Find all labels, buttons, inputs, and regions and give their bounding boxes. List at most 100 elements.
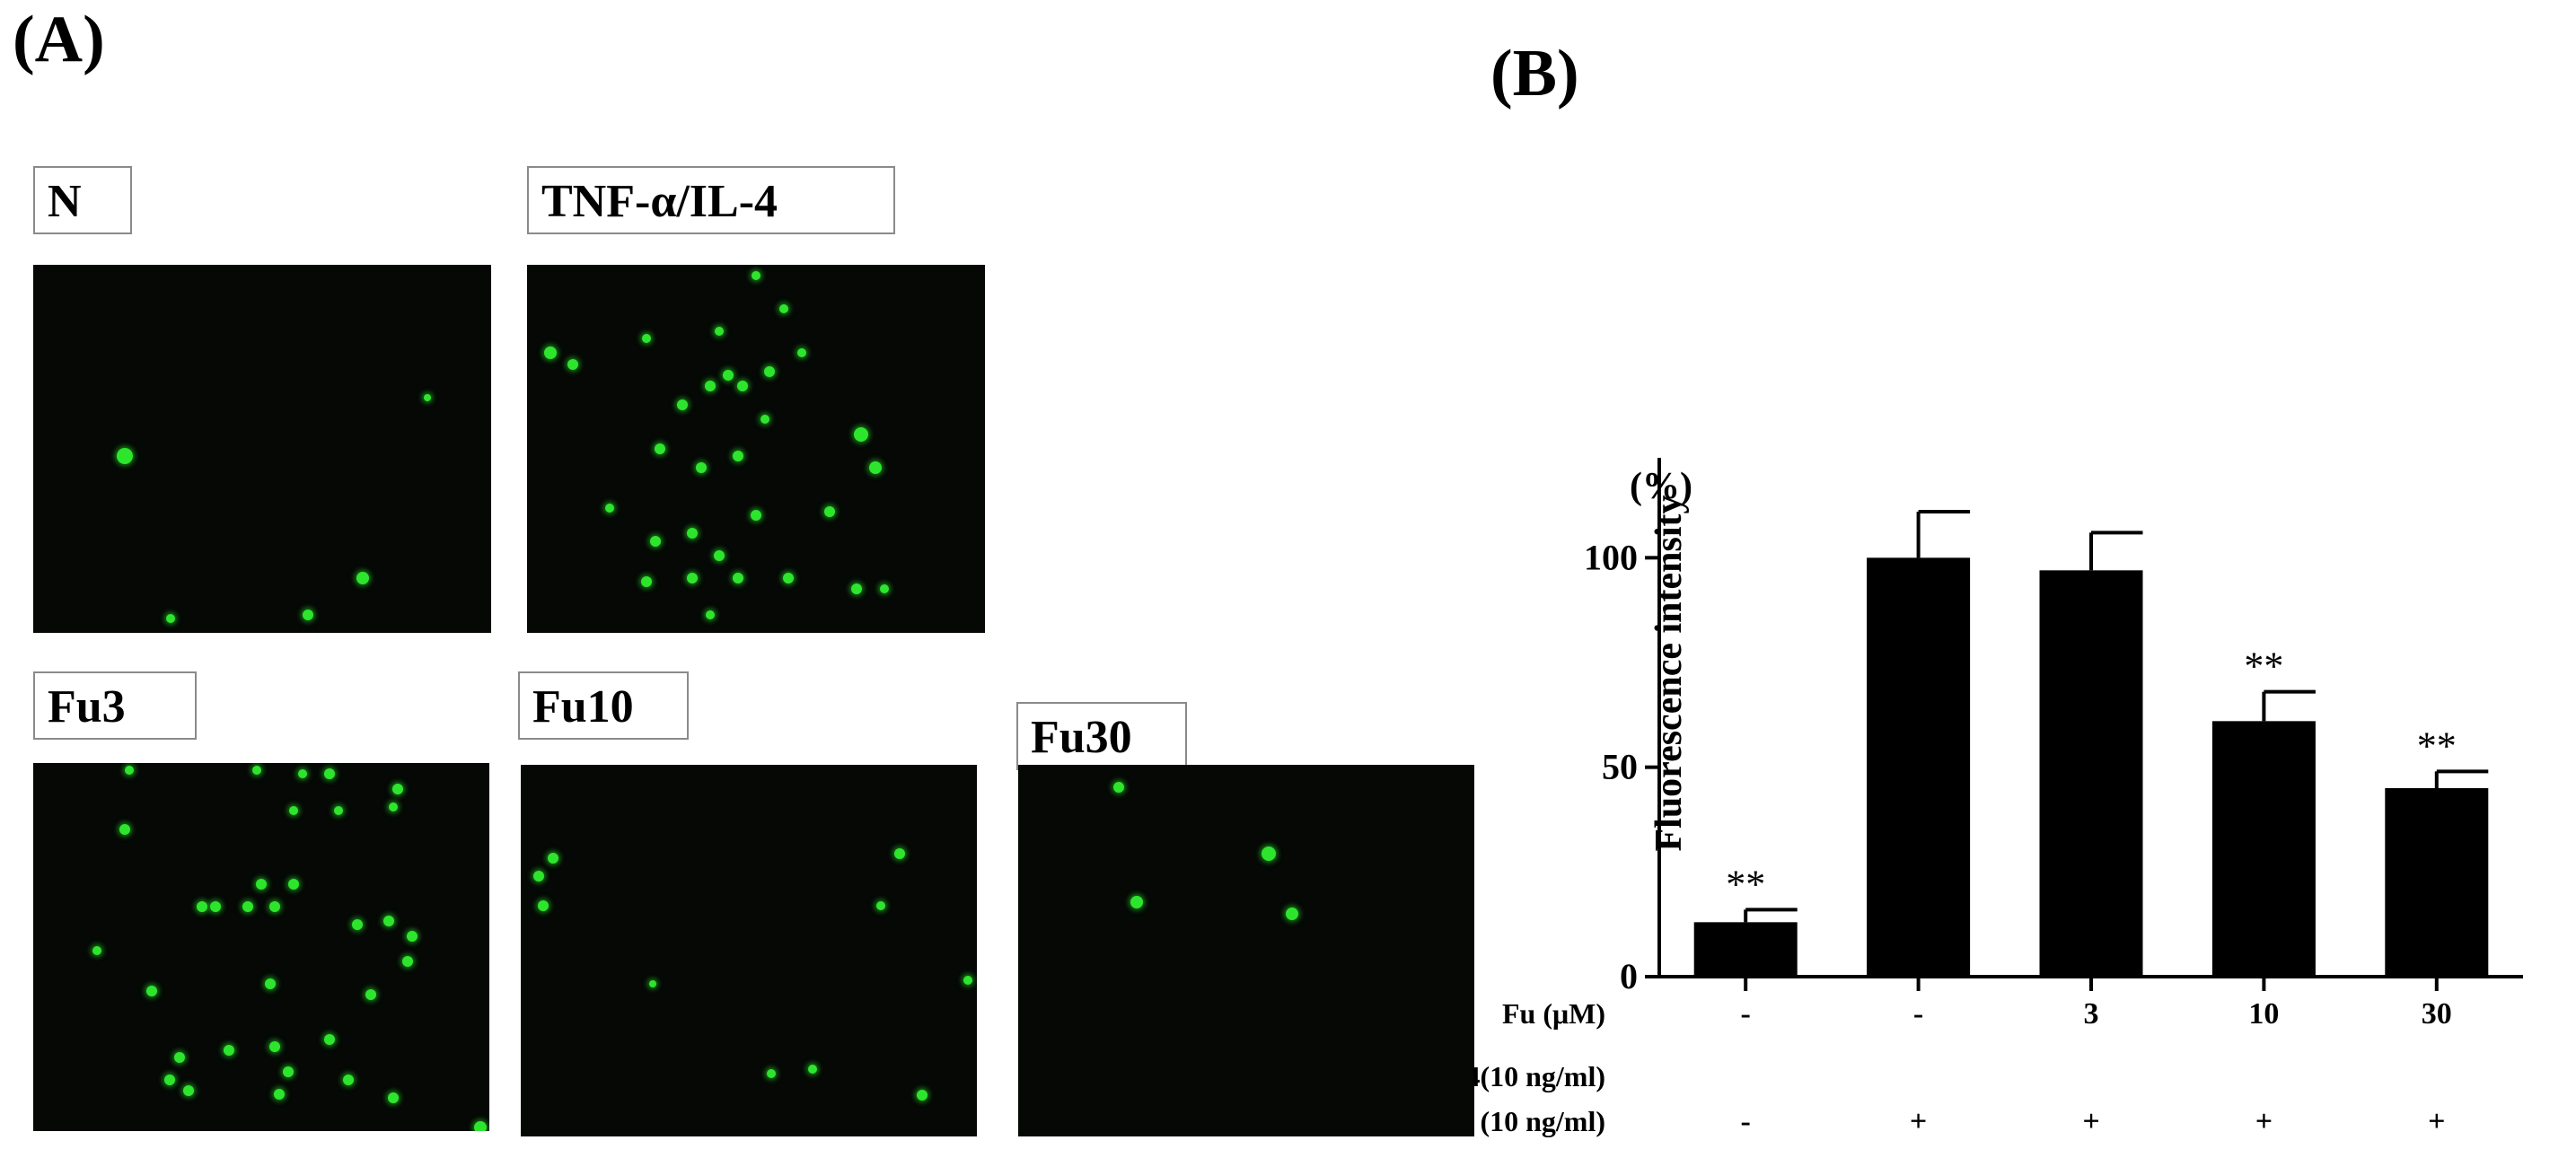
fluorescent-cell bbox=[538, 900, 549, 912]
fluorescent-cell bbox=[893, 848, 905, 860]
fluorescent-cell bbox=[119, 823, 130, 835]
fluorescent-cell bbox=[752, 271, 760, 281]
fluorescent-cell bbox=[269, 1040, 281, 1052]
micrograph-fu3 bbox=[33, 763, 489, 1131]
bar bbox=[1867, 557, 1971, 977]
fluorescent-cell bbox=[640, 575, 652, 587]
fluorescent-cell bbox=[649, 980, 657, 988]
fluorescent-cell bbox=[732, 572, 743, 583]
fluorescent-cell bbox=[1285, 907, 1298, 920]
fluorescent-cell bbox=[1130, 896, 1144, 909]
condition-name: Fu (μM) bbox=[1502, 997, 1605, 1030]
fluorescent-cell bbox=[543, 347, 557, 360]
fluorescent-cell bbox=[533, 871, 545, 882]
fluorescent-cell bbox=[706, 610, 715, 619]
condition-name: IL-4(10 ng/ml) bbox=[1473, 1060, 1605, 1092]
fluorescent-cell bbox=[751, 509, 761, 521]
fluorescent-cell bbox=[242, 900, 253, 912]
label-fu30: Fu30 bbox=[1016, 702, 1187, 770]
micrograph-tnf-il4 bbox=[527, 265, 985, 633]
fluorescent-cell bbox=[567, 358, 578, 370]
fluorescent-cell bbox=[782, 572, 794, 583]
fluorescent-cell bbox=[283, 1066, 295, 1078]
fluorescent-cell bbox=[677, 399, 689, 410]
fluorescent-cell bbox=[641, 334, 651, 343]
fluorescent-cell bbox=[351, 919, 363, 931]
fluorescent-cell bbox=[265, 978, 277, 989]
fluorescent-cell bbox=[723, 370, 734, 381]
y-tick-label: 0 bbox=[1620, 956, 1638, 996]
y-tick-label: 100 bbox=[1584, 537, 1638, 577]
bar bbox=[2039, 570, 2143, 977]
fluorescent-cell bbox=[324, 1033, 336, 1045]
fluorescent-cell bbox=[334, 806, 344, 816]
significance-mark: ** bbox=[1726, 862, 1765, 906]
fluorescent-cell bbox=[256, 879, 267, 890]
fluorescent-cell bbox=[406, 930, 418, 942]
fluorescent-cell bbox=[124, 766, 134, 776]
fluorescent-cell bbox=[388, 1092, 400, 1104]
fluorescent-cell bbox=[117, 448, 133, 465]
fluorescent-cell bbox=[269, 900, 281, 912]
fluorescent-cell bbox=[767, 1068, 777, 1078]
y-axis-label: Fluorescence intensity bbox=[1648, 496, 1690, 852]
label-fu3: Fu3 bbox=[33, 671, 197, 740]
fluorescent-cell bbox=[686, 572, 698, 583]
condition-value: 30 bbox=[2422, 997, 2452, 1031]
fluorescent-cell bbox=[196, 900, 207, 912]
fluorescent-cell bbox=[473, 1120, 487, 1131]
fluorescent-cell bbox=[808, 1065, 818, 1075]
fluorescent-cell bbox=[1112, 781, 1124, 793]
fluorescent-cell bbox=[251, 766, 261, 776]
bar bbox=[2211, 721, 2316, 977]
fluorescent-cell bbox=[764, 365, 776, 377]
fluorescent-cell bbox=[297, 769, 307, 779]
fluorescent-cell bbox=[760, 415, 770, 425]
fluorescent-cell bbox=[823, 505, 835, 517]
fluorescent-cell bbox=[92, 946, 102, 956]
significance-mark: ** bbox=[2244, 645, 2283, 689]
panel-a-label: (A) bbox=[13, 3, 105, 76]
fluorescent-cell bbox=[705, 381, 716, 392]
fluorescent-cell bbox=[868, 461, 882, 474]
condition-value: 3 bbox=[2084, 997, 2099, 1031]
fluorescent-cell bbox=[287, 879, 299, 890]
fluorescent-cell bbox=[851, 583, 863, 594]
fluorescent-cell bbox=[365, 989, 376, 1001]
label-fu10: Fu10 bbox=[518, 671, 689, 740]
fluorescent-cell bbox=[166, 613, 175, 623]
fluorescent-cell bbox=[1262, 847, 1277, 862]
fluorescent-cell bbox=[736, 381, 748, 392]
fluorescent-cell bbox=[356, 571, 370, 584]
fluorescent-cell bbox=[303, 609, 313, 620]
fluorescent-cell bbox=[423, 393, 431, 401]
label-tnf-il4: TNF-α/IL-4 bbox=[527, 166, 895, 234]
condition-value: + bbox=[2255, 1105, 2273, 1138]
bar bbox=[1693, 922, 1798, 977]
fluorescent-cell bbox=[164, 1074, 176, 1085]
fluorescent-cell bbox=[182, 1084, 194, 1096]
fluorescent-cell bbox=[342, 1074, 354, 1085]
condition-value: - bbox=[1913, 997, 1923, 1031]
fluorescent-cell bbox=[654, 443, 665, 454]
micrograph-fu10 bbox=[521, 765, 977, 1136]
fluorescent-cell bbox=[173, 1052, 185, 1063]
micrograph-fu30 bbox=[1018, 765, 1474, 1136]
fluorescent-cell bbox=[963, 976, 972, 986]
fluorescent-cell bbox=[879, 583, 889, 593]
fluorescent-cell bbox=[383, 916, 395, 927]
fluorescent-cell bbox=[695, 461, 707, 473]
condition-value: + bbox=[2428, 1105, 2445, 1138]
condition-name: TNF-α (10 ng/ml) bbox=[1473, 1105, 1605, 1137]
fluorescent-cell bbox=[288, 806, 298, 816]
fluorescent-cell bbox=[686, 528, 698, 540]
fluorescent-cell bbox=[876, 901, 886, 911]
label-n: N bbox=[33, 166, 132, 234]
bar bbox=[2385, 788, 2489, 977]
condition-value: - bbox=[1741, 1105, 1751, 1138]
condition-value: + bbox=[2082, 1105, 2099, 1138]
fluorescent-cell bbox=[392, 783, 404, 794]
y-tick-label: 50 bbox=[1602, 747, 1638, 787]
fluorescent-cell bbox=[274, 1089, 286, 1100]
fluorescent-cell bbox=[146, 986, 158, 997]
